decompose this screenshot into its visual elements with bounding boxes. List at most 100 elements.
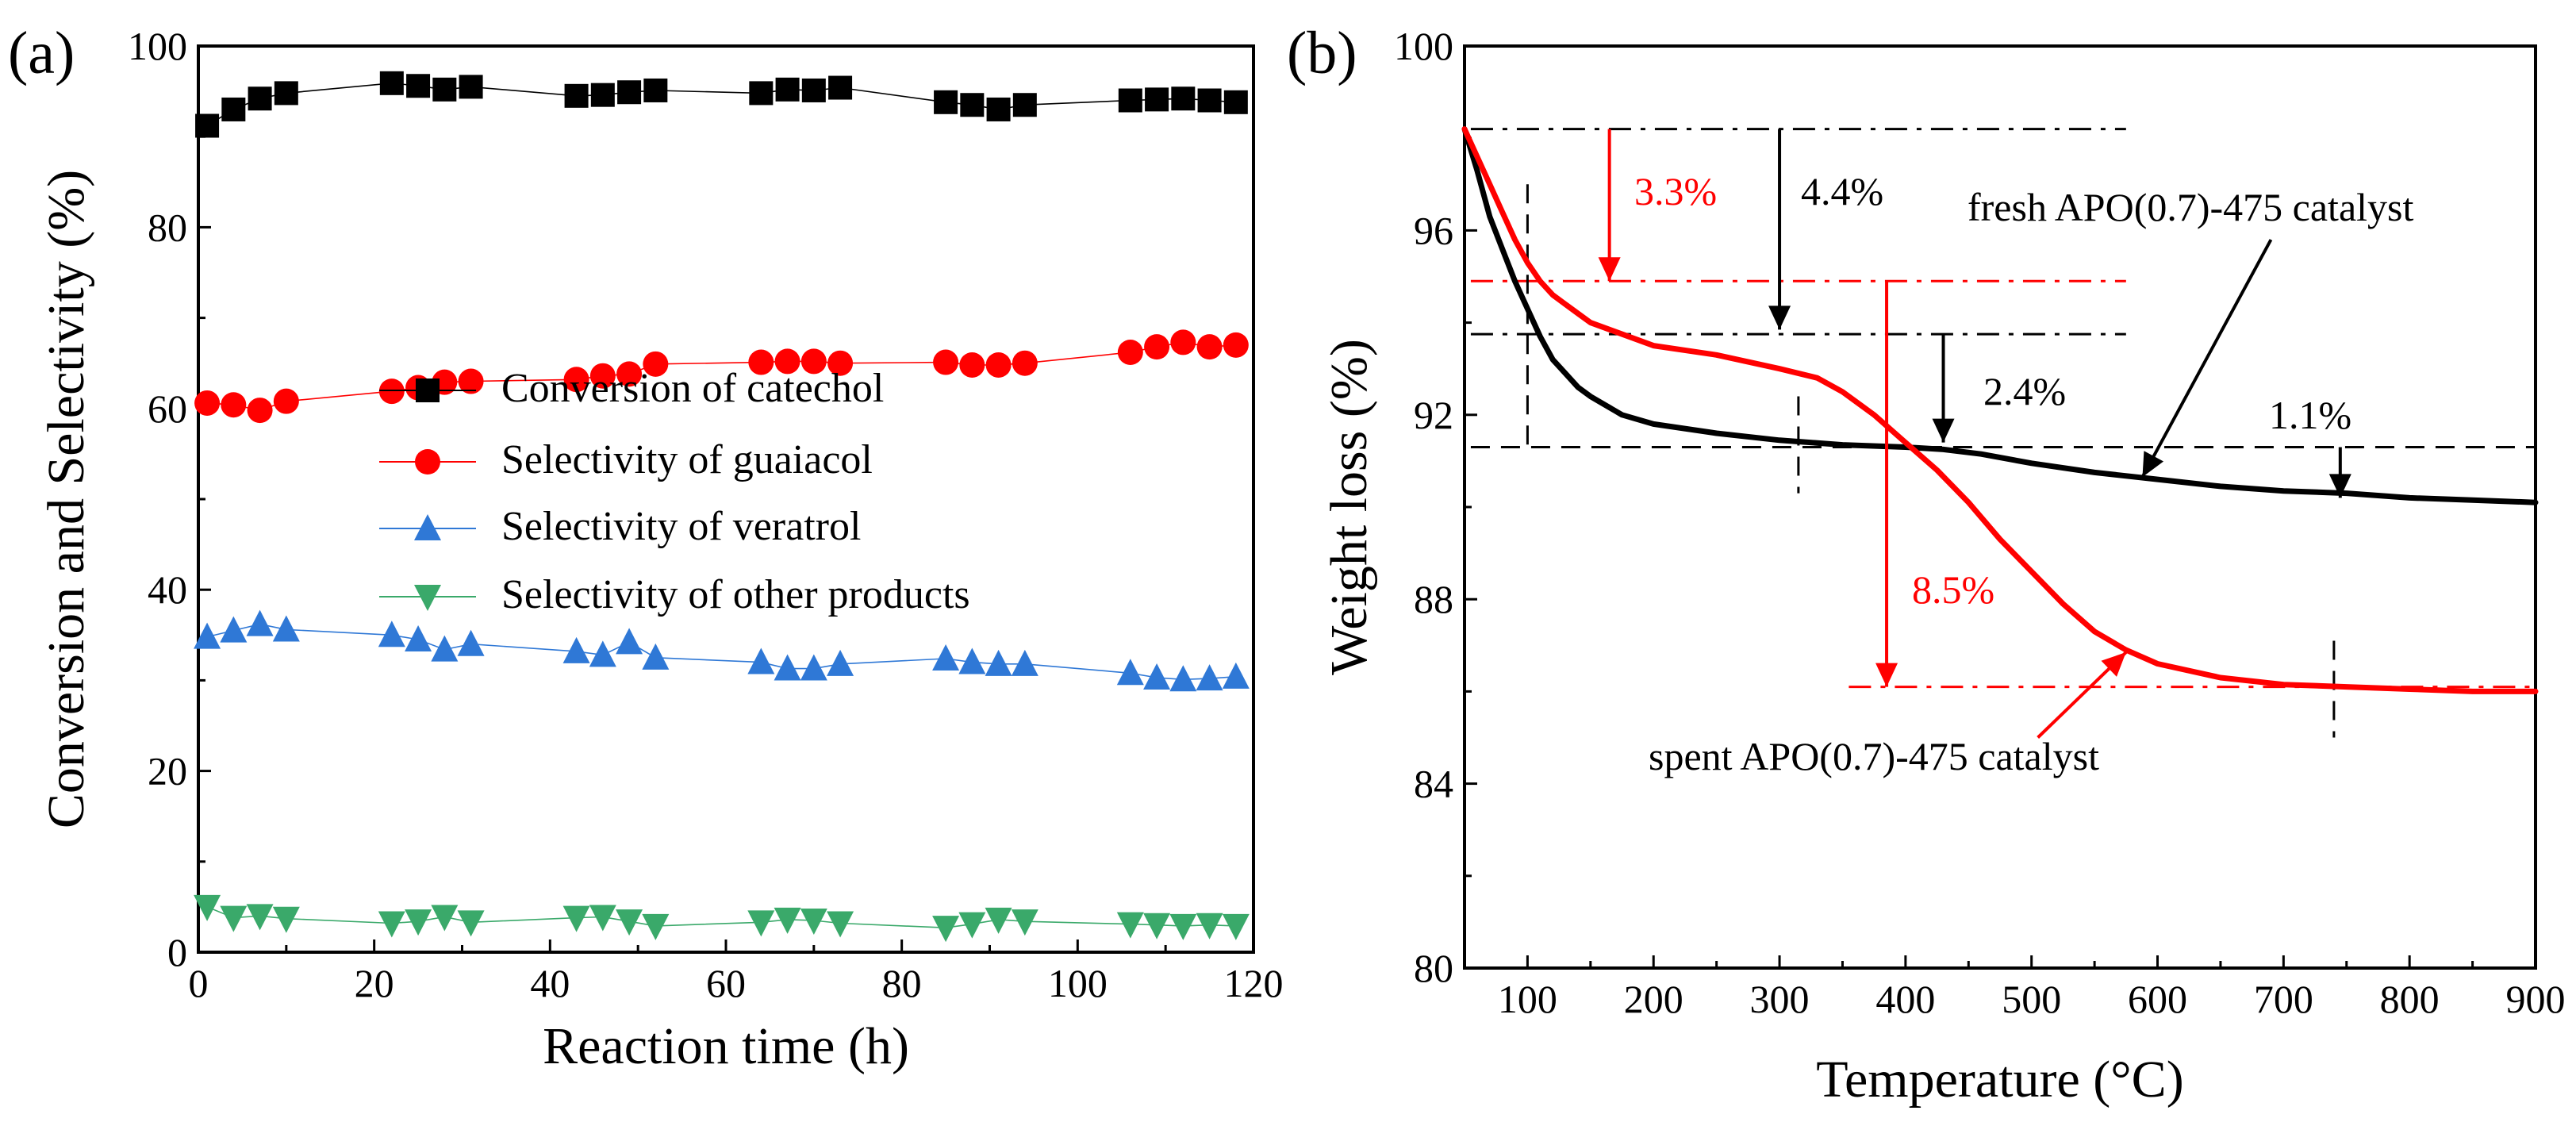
- panel-b-x-tick-label: 100: [1498, 977, 1557, 1021]
- data-point-triangle-up: [1196, 664, 1223, 691]
- data-point-circle: [1170, 329, 1196, 355]
- data-point-circle: [959, 352, 985, 378]
- data-point-triangle-down: [985, 907, 1012, 934]
- arrow-black-step-3-head: [2328, 474, 2351, 498]
- panel-b-y-axis-title: Weight loss (%): [1320, 339, 1378, 675]
- data-point-triangle-up: [800, 654, 827, 681]
- data-point-triangle-down: [774, 907, 801, 934]
- legend-label: Selectivity of guaiacol: [501, 437, 873, 482]
- legend-marker-triangle-up: [414, 514, 441, 540]
- data-point-triangle-down: [747, 910, 775, 937]
- data-point-triangle-down: [272, 906, 300, 933]
- panel-b-x-tick-label: 400: [1875, 977, 1935, 1021]
- data-point-triangle-up: [985, 649, 1012, 676]
- data-point-circle: [458, 368, 484, 394]
- panel-a-x-tick-label: 40: [530, 961, 570, 1005]
- data-point-triangle-down: [1196, 913, 1223, 939]
- data-point-triangle-up: [1143, 663, 1171, 690]
- data-point-triangle-up: [642, 643, 670, 670]
- data-point-square: [801, 78, 826, 102]
- panel-b-ticks: 100 200 300 400 500 600 700 800 900 80 84 88 92 96 100: [1394, 24, 2566, 1021]
- panel-a-y-tick-label: 0: [167, 930, 187, 974]
- data-point-triangle-down: [457, 910, 485, 937]
- data-point-triangle-up: [827, 649, 854, 676]
- panel-a-x-axis-title: Reaction time (h): [543, 1017, 909, 1075]
- data-point-triangle-up: [932, 644, 960, 671]
- panel-b-y-tick-label: 80: [1414, 946, 1453, 990]
- panel-b-y-tick-label: 92: [1414, 393, 1453, 437]
- data-point-triangle-up: [194, 622, 221, 649]
- data-point-circle: [616, 361, 643, 387]
- data-point-circle: [1196, 334, 1223, 360]
- data-point-square: [195, 113, 220, 138]
- data-point-triangle-up: [958, 647, 986, 674]
- data-point-triangle-up: [457, 629, 485, 656]
- arrow-red-step-2: [1875, 281, 1898, 687]
- annotation-black-step-2: 2.4%: [1983, 369, 2066, 413]
- annotation-red-step-2: 8.5%: [1912, 567, 1994, 612]
- panel-b-arrows: [1598, 129, 2351, 739]
- data-point-triangle-down: [1011, 909, 1038, 936]
- data-point-triangle-up: [774, 654, 801, 681]
- data-point-square: [248, 86, 272, 111]
- panel-a-y-tick-label: 20: [148, 749, 187, 793]
- data-point-circle: [563, 367, 589, 393]
- data-point-triangle-down: [405, 909, 432, 936]
- data-point-triangle-down: [1116, 912, 1144, 939]
- data-point-triangle-up: [220, 616, 248, 643]
- panel-a-y-tick-label: 80: [148, 205, 187, 249]
- data-point-circle: [827, 350, 854, 376]
- data-point-triangle-up: [747, 647, 775, 674]
- data-point-circle: [1223, 332, 1249, 358]
- panel-a-legend: Conversion of catechol Selectivity of gua…: [379, 366, 970, 617]
- data-point-triangle-up: [1116, 659, 1144, 686]
- panel-a-ticks: 0 20 40 60 80 100 120 0 20 40 60 80 100: [128, 24, 1284, 1005]
- data-point-square: [406, 74, 431, 98]
- data-point-square: [1145, 87, 1169, 112]
- panel-b-x-tick-label: 200: [1624, 977, 1683, 1021]
- data-point-triangle-up: [1222, 662, 1250, 689]
- data-point-square: [1012, 93, 1037, 117]
- data-point-circle: [933, 349, 959, 375]
- legend-label: Conversion of catechol: [501, 366, 884, 411]
- data-point-circle: [378, 378, 405, 405]
- panel-b-y-tick-label: 96: [1414, 208, 1453, 252]
- panel-a-y-axis-title: Conversion and Selectivity (%): [37, 170, 95, 828]
- data-point-square: [643, 78, 668, 102]
- spent-catalyst-label: spent APO(0.7)-475 catalyst: [1649, 734, 2099, 778]
- data-point-circle: [1117, 339, 1143, 365]
- data-point-circle: [774, 348, 800, 375]
- arrow-fresh-pointer-head: [2142, 451, 2164, 478]
- panel-a-plot-frame: [197, 44, 1255, 954]
- data-point-triangle-down: [958, 912, 986, 939]
- data-point-triangle-up: [246, 609, 274, 636]
- data-point-circle: [985, 352, 1012, 378]
- data-point-circle: [1012, 350, 1038, 376]
- tga-curve-fresh: [1461, 126, 2539, 505]
- panel-b-x-tick-label: 500: [2002, 977, 2061, 1021]
- data-point-square: [960, 93, 985, 117]
- arrow-black-step-1: [1768, 129, 1791, 330]
- data-point-square: [749, 81, 774, 106]
- data-point-triangle-down: [1169, 913, 1197, 940]
- legend-label: Selectivity of other products: [501, 572, 970, 617]
- annotation-red-step-1: 3.3%: [1634, 169, 1717, 213]
- panel-a-y-tick-label: 100: [128, 24, 187, 68]
- panel-a-y-tick-label: 40: [148, 567, 187, 612]
- series-line-triangle-down: [206, 906, 1236, 929]
- data-point-triangle-up: [616, 628, 643, 655]
- data-point-square: [274, 81, 298, 106]
- data-point-square: [828, 75, 853, 100]
- arrow-black-step-2-head: [1932, 418, 1955, 443]
- panel-a-x-tick-label: 80: [882, 961, 922, 1005]
- arrow-red-step-1-head: [1598, 257, 1621, 282]
- annotation-black-step-1: 4.4%: [1801, 169, 1883, 213]
- panel-b-y-tick-label: 88: [1414, 577, 1453, 621]
- panel-b-x-tick-label: 700: [2254, 977, 2313, 1021]
- panel-b-x-tick-label: 300: [1750, 977, 1810, 1021]
- data-point-triangle-down: [378, 911, 405, 938]
- arrow-black-step-3: [2328, 447, 2351, 498]
- data-point-triangle-down: [642, 913, 670, 940]
- fresh-catalyst-label: fresh APO(0.7)-475 catalyst: [1968, 185, 2413, 229]
- legend-marker-circle: [415, 449, 440, 475]
